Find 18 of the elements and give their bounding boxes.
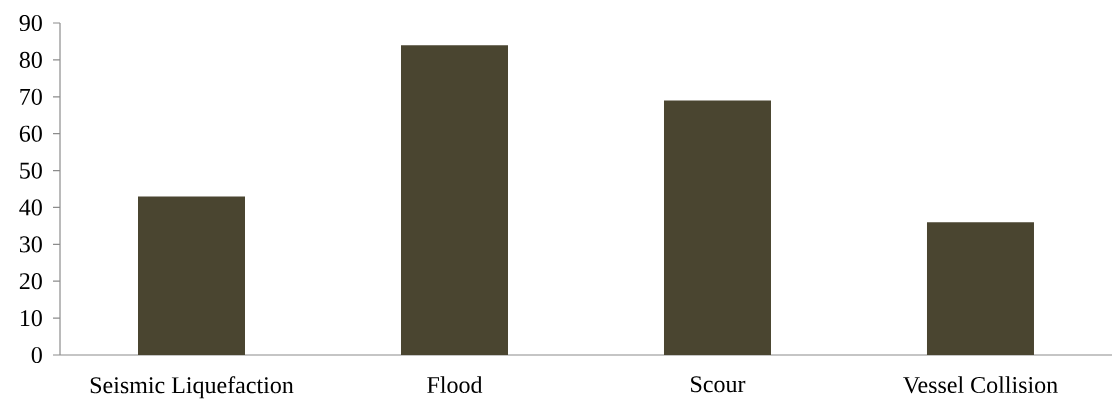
y-tick-label: 80 <box>19 51 42 68</box>
y-tick-label: 70 <box>20 88 42 105</box>
x-tick-label: Flood <box>427 376 483 394</box>
y-tick-label: 50 <box>20 162 42 179</box>
y-tick-label: 40 <box>19 199 42 216</box>
x-tick-label: Scour <box>691 376 746 393</box>
y-tick-label: 0 <box>31 346 42 364</box>
x-tick-label: Vessel Collision <box>903 376 1058 394</box>
y-tick-label: 20 <box>19 273 42 290</box>
y-tick-label: 30 <box>19 236 42 253</box>
y-tick-label: 10 <box>20 310 42 327</box>
y-tick-label: 90 <box>19 14 42 32</box>
bar <box>926 222 1034 355</box>
bar <box>663 100 771 355</box>
y-tick-label: 60 <box>19 125 42 142</box>
bar <box>138 196 245 355</box>
x-tick-label: Seismic Liquefaction <box>90 376 294 399</box>
bar <box>401 45 508 355</box>
